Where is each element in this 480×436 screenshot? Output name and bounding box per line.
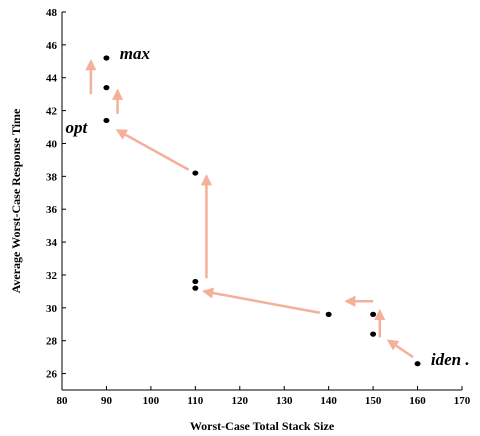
x-tick-label: 170 — [454, 395, 471, 407]
data-point — [192, 285, 199, 291]
x-ticks: 80 90 100 110 120 130 140 150 160 170 — [57, 386, 471, 407]
annotation-label: iden . — [431, 350, 470, 369]
y-tick-label: 48 — [46, 7, 58, 19]
x-tick-label: 160 — [409, 395, 426, 407]
data-point — [103, 85, 110, 91]
data-point — [325, 311, 332, 317]
annotation-label: max — [120, 44, 151, 63]
transition-arrow — [386, 339, 414, 359]
x-tick-label: 90 — [101, 395, 113, 407]
x-tick-label: 120 — [232, 395, 249, 407]
y-tick-label: 40 — [46, 138, 58, 150]
x-tick-label: 130 — [276, 395, 293, 407]
transition-arrow — [115, 129, 190, 171]
y-tick-label: 44 — [46, 73, 58, 85]
y-tick-label: 26 — [46, 369, 58, 381]
annotation-label: opt — [66, 118, 89, 137]
x-tick-label: 150 — [365, 395, 382, 407]
y-tick-label: 30 — [46, 303, 58, 315]
y-tick-label: 34 — [46, 237, 58, 249]
points — [103, 55, 421, 367]
data-point — [414, 361, 421, 367]
data-point — [192, 170, 199, 176]
data-point — [192, 278, 199, 285]
x-tick-label: 100 — [143, 395, 160, 407]
y-tick-label: 36 — [46, 204, 58, 216]
x-axis-title: Worst-Case Total Stack Size — [190, 419, 335, 433]
y-tick-label: 28 — [46, 336, 58, 348]
transition-arrow — [202, 287, 321, 314]
data-point — [103, 55, 110, 61]
y-ticks: 26 28 30 32 34 36 38 40 42 44 46 48 — [46, 7, 66, 381]
x-tick-label: 80 — [57, 395, 69, 407]
y-axis-title: Average Worst-Case Response Time — [9, 108, 23, 293]
x-tick-label: 110 — [187, 395, 203, 407]
arrows — [85, 59, 414, 359]
x-tick-label: 140 — [320, 395, 337, 407]
y-tick-label: 32 — [46, 270, 58, 282]
y-tick-label: 42 — [46, 106, 58, 118]
data-point — [370, 331, 377, 337]
data-point — [103, 117, 110, 124]
annotations: max opt iden . — [66, 44, 470, 369]
axes — [61, 12, 462, 391]
y-tick-label: 38 — [46, 171, 58, 183]
y-tick-label: 46 — [46, 40, 58, 52]
data-point — [370, 311, 377, 317]
